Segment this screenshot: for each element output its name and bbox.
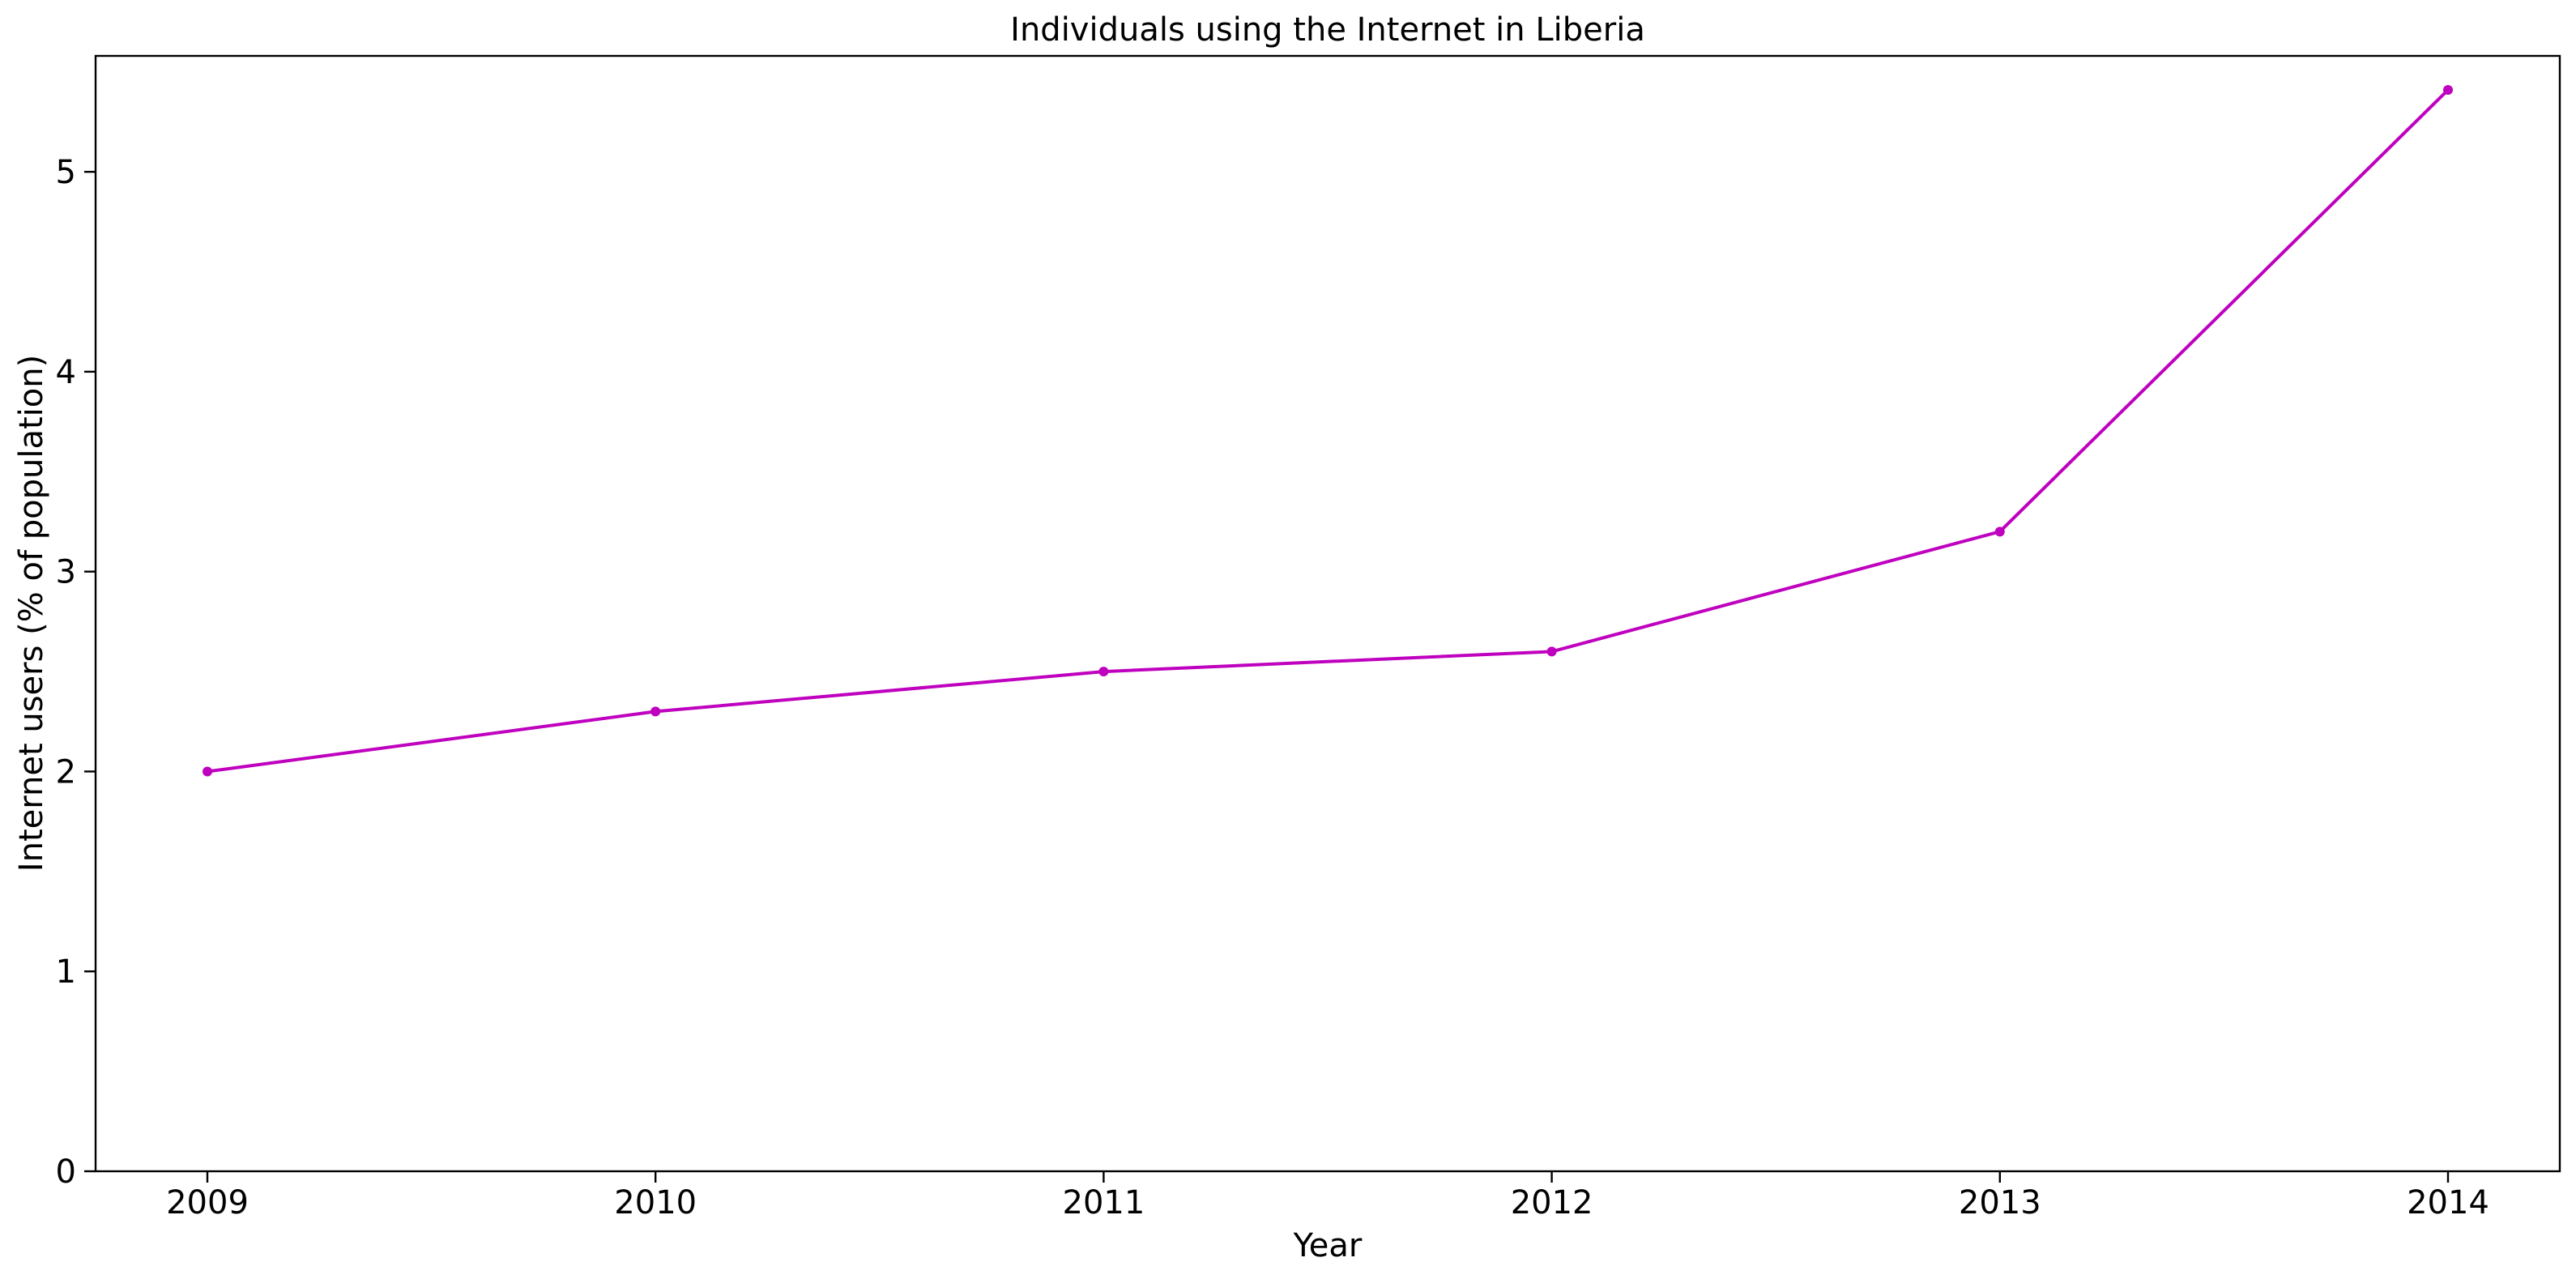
y-tick-label: 3 [56, 554, 76, 591]
x-tick-label: 2013 [1959, 1184, 2041, 1221]
y-axis-label: Internet users (% of population) [13, 355, 50, 872]
y-tick-label: 0 [56, 1153, 76, 1191]
y-tick-label: 1 [56, 953, 76, 991]
x-axis-ticks: 2009 2010 2011 2012 2013 2014 [166, 1171, 2489, 1221]
data-point [650, 706, 661, 717]
data-point [1546, 646, 1557, 657]
x-tick-label: 2012 [1511, 1184, 1593, 1221]
y-tick-label: 5 [56, 154, 76, 191]
data-point [1098, 667, 1109, 677]
x-tick-label: 2010 [614, 1184, 697, 1221]
data-point [1994, 527, 2005, 537]
y-tick-label: 2 [56, 753, 76, 791]
chart-title: Individuals using the Internet in Liberi… [1010, 11, 1645, 49]
y-axis-ticks: 0 1 2 3 4 5 [56, 154, 96, 1191]
data-point [2443, 84, 2453, 95]
x-axis-label: Year [1293, 1227, 1363, 1264]
x-tick-label: 2014 [2407, 1184, 2489, 1221]
y-tick-label: 4 [56, 354, 76, 391]
plot-area [203, 84, 2453, 777]
data-point [203, 766, 212, 777]
plot-frame [94, 54, 2561, 1173]
x-tick-label: 2009 [166, 1184, 249, 1221]
series-line [206, 88, 2450, 774]
x-tick-label: 2011 [1063, 1184, 1145, 1221]
